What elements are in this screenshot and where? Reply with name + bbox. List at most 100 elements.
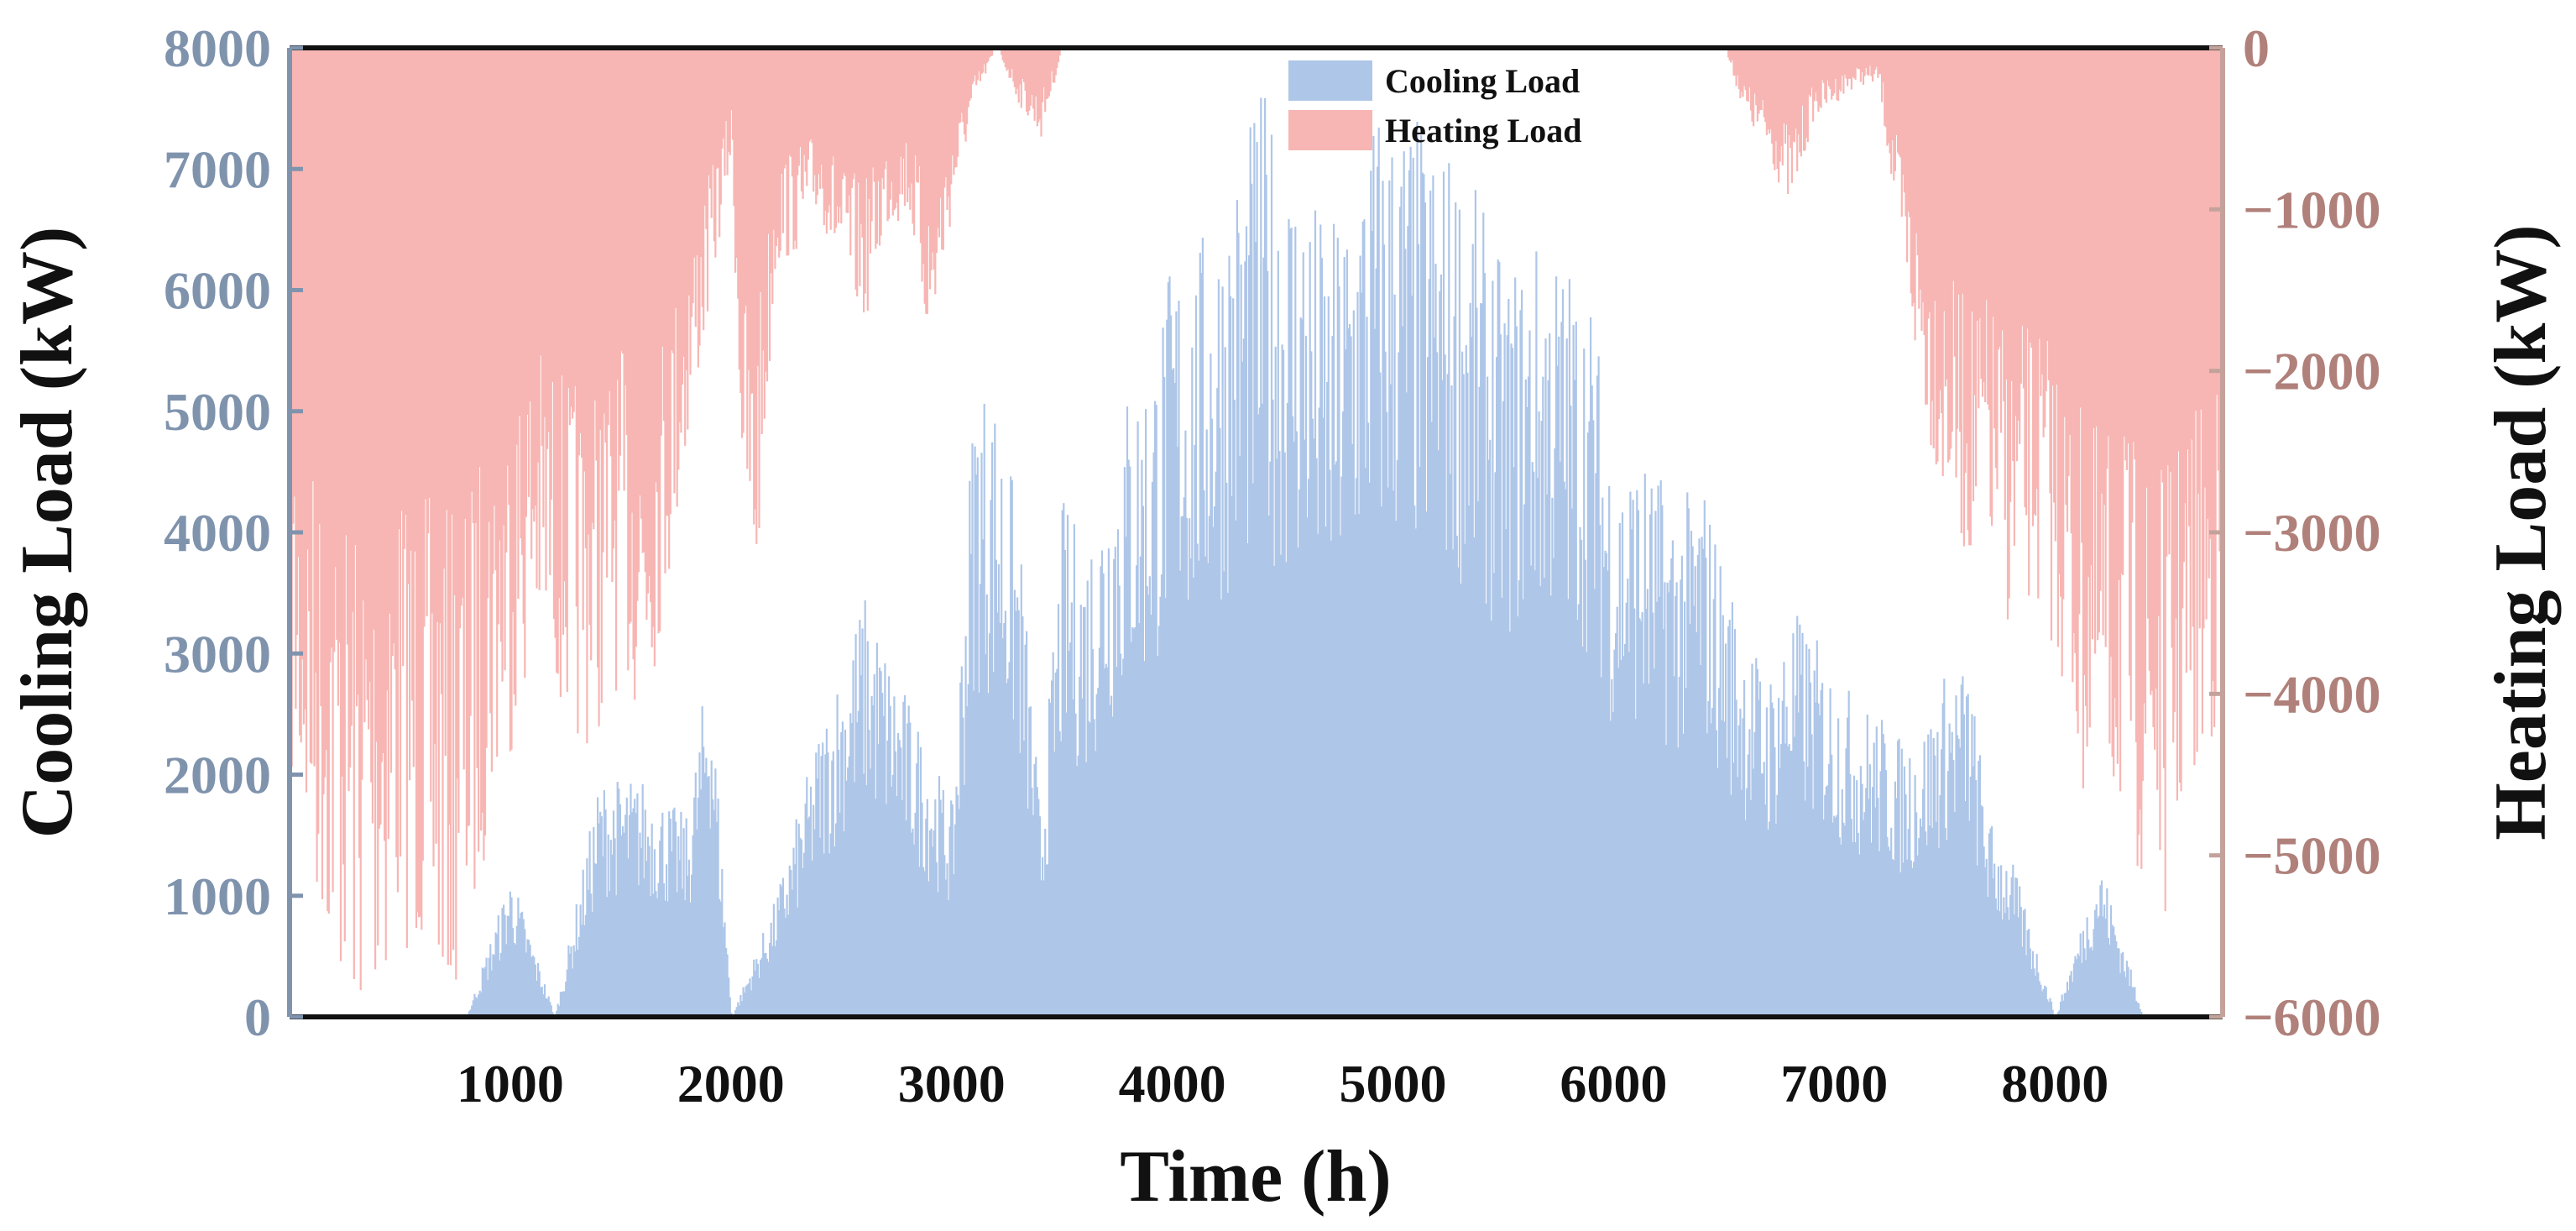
heating-load-bar <box>950 48 953 185</box>
cooling-load-bar <box>953 874 955 1017</box>
cooling-load-bar <box>1143 661 1146 1017</box>
heating-load-bar <box>2000 48 2003 433</box>
cooling-load-bar <box>1746 788 1748 1017</box>
heating-load-bar <box>2062 48 2065 600</box>
cooling-load-bar <box>1492 280 1494 1017</box>
heating-load-bar <box>2056 48 2059 647</box>
cooling-load-bar <box>2008 919 2010 1017</box>
cooling-load-bar <box>1633 608 1636 1017</box>
cooling-load-bar <box>512 928 515 1017</box>
cooling-load-bar <box>1319 224 1322 1017</box>
cooling-load-bar <box>1139 556 1142 1017</box>
heating-load-bar <box>305 48 308 793</box>
cooling-load-bar <box>972 690 975 1017</box>
cooling-load-bar <box>1150 615 1152 1017</box>
cooling-load-bar <box>1412 157 1414 1018</box>
cooling-load-bar <box>803 852 806 1017</box>
cooling-load-bar <box>797 823 800 1017</box>
cooling-load-bar <box>1726 757 1728 1017</box>
cooling-load-bar <box>1592 420 1595 1017</box>
cooling-load-bar <box>1361 292 1363 1017</box>
heating-load-bar <box>593 48 595 530</box>
cooling-load-bar <box>1827 763 1831 1017</box>
cooling-load-bar <box>1817 703 1820 1017</box>
cooling-load-bar <box>621 825 624 1017</box>
heating-load-bar <box>2001 48 2004 331</box>
cooling-load-bar <box>1618 523 1621 1017</box>
cooling-load-bar <box>1843 825 1847 1017</box>
heating-load-bar <box>1925 48 1927 405</box>
cooling-load-bar <box>795 819 797 1017</box>
heating-load-bar <box>939 48 942 198</box>
heating-load-bar <box>738 48 740 370</box>
heating-load-bar <box>468 48 471 825</box>
cooling-load-bar <box>1526 406 1528 1017</box>
heating-load-bar <box>919 48 922 244</box>
heating-load-bar <box>983 48 985 65</box>
cooling-load-bar <box>2024 909 2026 1017</box>
cooling-load-bar <box>1715 730 1718 1017</box>
heating-load-bar <box>423 48 426 627</box>
heating-load-bar <box>859 48 861 286</box>
heating-load-bar <box>2161 48 2164 483</box>
cooling-load-bar <box>771 946 774 1017</box>
heating-load-bar <box>2148 48 2150 671</box>
heating-load-bar <box>1931 48 1934 401</box>
heating-load-bar <box>604 48 607 443</box>
cooling-load-bar <box>2031 951 2035 1017</box>
cooling-load-bar <box>1065 712 1068 1017</box>
cooling-load-bar <box>2079 933 2082 1017</box>
cooling-load-bar <box>1565 489 1567 1017</box>
cooling-load-bar <box>2013 914 2015 1017</box>
cooling-load-bar <box>1424 202 1426 1017</box>
cooling-load-bar <box>765 958 769 1017</box>
cooling-load-bar <box>591 912 593 1017</box>
cooling-load-bar <box>1066 515 1069 1017</box>
cooling-load-bar <box>1095 751 1097 1017</box>
heating-load-bar <box>689 48 692 375</box>
heating-load-bar <box>2132 48 2134 443</box>
cooling-load-bar <box>725 947 728 1017</box>
cooling-load-bar <box>1711 707 1714 1017</box>
heating-load-bar <box>2150 48 2152 695</box>
cooling-load-bar <box>1154 401 1157 1018</box>
cooling-load-bar <box>1487 376 1489 1018</box>
heating-load-bar <box>921 48 923 282</box>
heating-load-bar <box>1764 48 1767 123</box>
cooling-load-bar <box>1352 310 1355 1018</box>
cooling-load-bar <box>476 998 478 1017</box>
cooling-load-bar <box>917 731 919 1017</box>
cooling-load-bar <box>1753 732 1756 1017</box>
cooling-load-bar <box>1951 731 1953 1017</box>
cooling-load-bar <box>1403 151 1405 1018</box>
heating-load-bar <box>1001 48 1004 60</box>
heating-load-bar <box>1758 48 1760 114</box>
cooling-load-bar <box>1020 564 1022 1017</box>
heating-load-bar <box>948 48 951 228</box>
cooling-load-bar <box>2049 998 2051 1017</box>
cooling-load-bar <box>616 782 619 1017</box>
cooling-load-bar <box>1721 720 1723 1017</box>
heating-load-bar <box>1946 48 1950 463</box>
heating-load-bar <box>2109 48 2113 657</box>
cooling-load-bar <box>791 889 793 1017</box>
heating-load-bar <box>2150 48 2153 691</box>
heating-load-bar <box>2058 48 2061 574</box>
cooling-load-bar <box>1918 838 1920 1017</box>
cooling-load-bar <box>676 892 678 1017</box>
cooling-load-bar <box>1267 515 1270 1017</box>
heating-load-bar <box>820 48 823 165</box>
cooling-load-bar <box>1632 500 1634 1017</box>
cooling-load-bar <box>712 799 714 1017</box>
cooling-load-bar <box>1950 752 1952 1017</box>
cooling-load-bar <box>1649 514 1652 1017</box>
cooling-load-bar <box>1482 212 1485 1018</box>
cooling-load-bar <box>888 676 891 1017</box>
heating-load-bar <box>462 48 465 770</box>
cooling-load-bar <box>1416 122 1419 1017</box>
heating-load-bar <box>2139 48 2141 809</box>
heating-load-bar <box>1969 48 1972 546</box>
cooling-load-bar <box>1001 479 1003 1017</box>
cooling-load-bar <box>1274 346 1277 1017</box>
heating-load-bar <box>1831 48 1834 96</box>
